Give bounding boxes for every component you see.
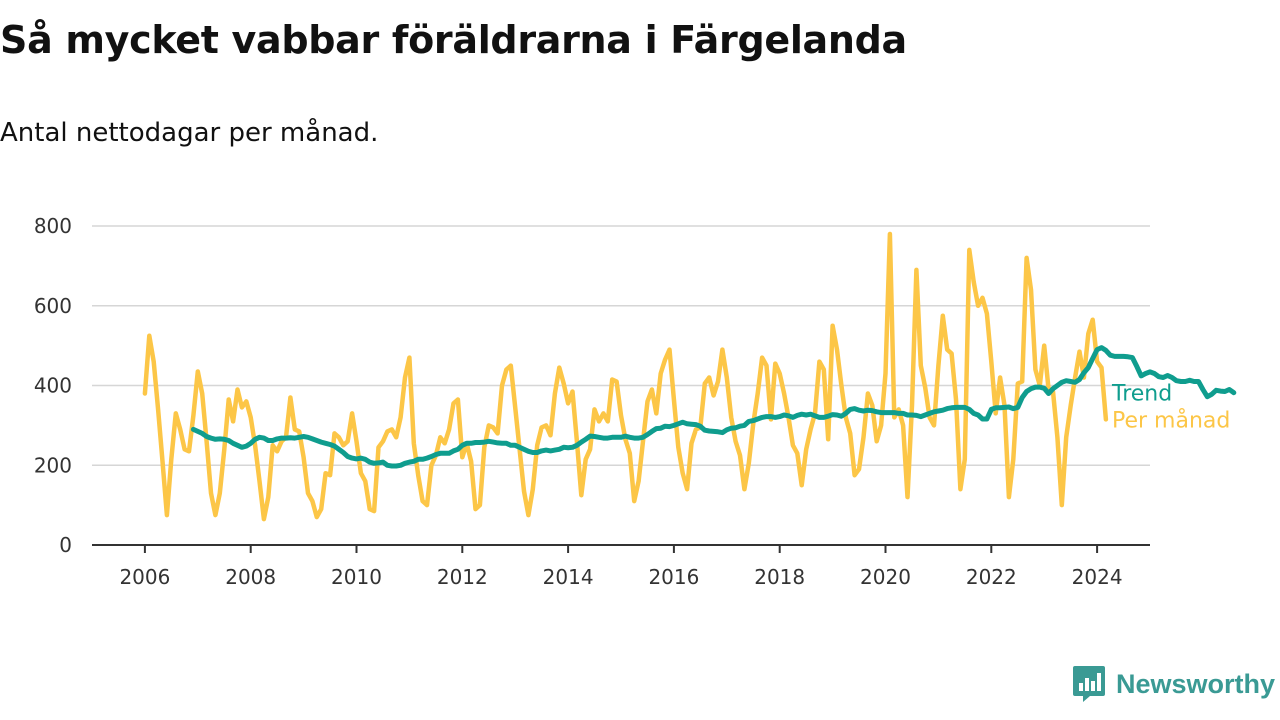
x-tick-label-2014: 2014 [543,565,594,589]
legend-label-per-m-nad: Per månad [1112,407,1230,433]
legend-label-trend: Trend [1111,382,1172,407]
y-tick-label-200: 200 [34,453,72,477]
x-tick-label-2012: 2012 [437,565,488,589]
x-tick-label-2010: 2010 [331,565,382,589]
brand-name: Newsworthy [1116,668,1276,699]
chart-title: Så mycket vabbar föräldrarna i Färgeland… [0,18,907,62]
gridlines [92,225,1150,546]
y-tick-label-800: 800 [34,214,72,238]
series-lines [142,231,1237,522]
series-line-per-m-nad [142,231,1109,522]
y-tick-label-0: 0 [59,533,72,557]
chart-subtitle: Antal nettodagar per månad. [0,118,379,148]
x-tick-label-2008: 2008 [225,565,276,589]
x-tick-label-2020: 2020 [860,565,911,589]
x-tick-label-2024: 2024 [1072,565,1123,589]
y-tick-label-600: 600 [34,294,72,318]
x-tick-label-2018: 2018 [754,565,805,589]
y-tick-label-400: 400 [34,374,72,398]
series-line-trend [190,345,1237,469]
x-tick-label-2016: 2016 [648,565,699,589]
brand[interactable]: Newsworthy [1072,664,1275,704]
x-tick-label-2022: 2022 [966,565,1017,589]
y-axis-ticks: 0 200 400 600 800 [34,214,72,557]
x-tick-label-2006: 2006 [119,565,170,589]
x-axis-ticks: 2006 2008 2010 2012 2014 2016 2018 2020 2022 2024 [119,545,1123,589]
newsworthy-logo-icon [1073,666,1105,702]
